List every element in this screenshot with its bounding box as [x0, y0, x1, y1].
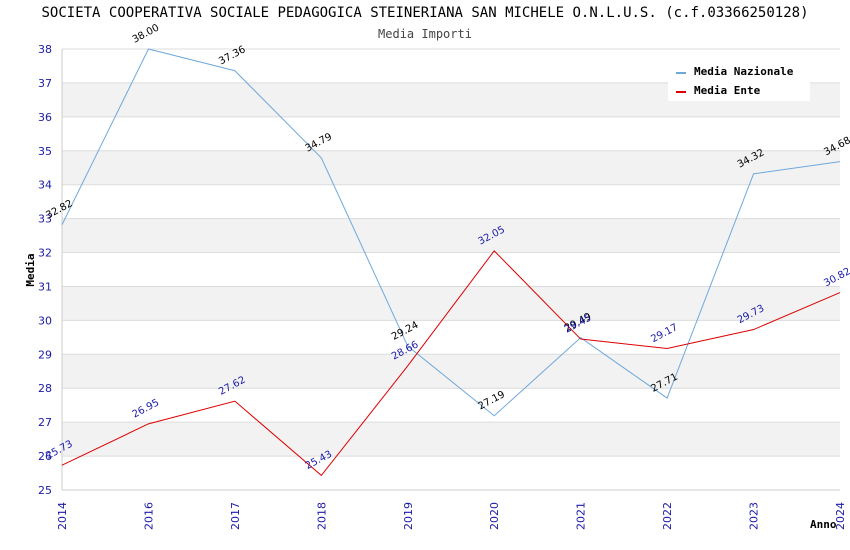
series-lines	[61, 48, 841, 477]
grid-band	[62, 354, 840, 389]
y-tick-label: 36	[38, 111, 52, 124]
x-tick-label: 2018	[315, 502, 328, 530]
data-label: 37.36	[217, 44, 247, 67]
x-tick-label: 2024	[834, 502, 847, 530]
x-tick-label: 2019	[402, 502, 415, 530]
grid-bands	[62, 82, 840, 457]
y-tick-label: 32	[38, 247, 52, 260]
legend: Media Nazionale Media Ente	[668, 60, 810, 101]
grid-band	[62, 286, 840, 321]
x-tick-label: 2020	[488, 502, 501, 530]
x-tick-labels: 2014 2016 2017 2018 2019 2020 2021 2022 2023 2024	[56, 502, 847, 530]
data-label: 26.95	[131, 397, 161, 420]
y-axis-label: Media	[24, 253, 37, 286]
chart-subtitle: Media Importi	[378, 27, 472, 41]
legend-box	[668, 60, 810, 101]
chart-title: SOCIETA COOPERATIVA SOCIALE PEDAGOGICA S…	[41, 5, 809, 21]
y-tick-label: 31	[38, 280, 52, 293]
x-tick-label: 2021	[575, 502, 588, 530]
y-tick-label: 29	[38, 348, 52, 361]
series-line	[61, 250, 841, 477]
x-tick-label: 2014	[56, 502, 69, 530]
grid-band	[62, 218, 840, 253]
x-tick-label: 2022	[661, 502, 674, 530]
data-label: 29.24	[390, 320, 420, 343]
data-label: 38.00	[131, 22, 161, 45]
x-tick-label: 2016	[142, 502, 155, 530]
y-tick-label: 34	[38, 179, 52, 192]
data-label: 29.17	[649, 322, 679, 345]
y-tick-label: 35	[38, 145, 52, 158]
y-tick-labels: 25 26 27 28 29 30 31 32 33 34 35 36 37 38	[38, 43, 52, 497]
y-tick-label: 30	[38, 314, 52, 327]
x-axis-label: Anno	[810, 518, 837, 531]
y-tick-label: 37	[38, 77, 52, 90]
grid-band	[62, 422, 840, 457]
legend-entry: Media Nazionale	[694, 65, 794, 78]
grid-lines	[61, 48, 840, 491]
y-tick-label: 33	[38, 213, 52, 226]
data-label: 25.73	[44, 439, 74, 462]
x-tick-label: 2017	[229, 502, 242, 530]
y-tick-label: 28	[38, 382, 52, 395]
y-tick-label: 27	[38, 416, 52, 429]
x-tick-label: 2023	[748, 502, 761, 530]
series-line	[61, 48, 841, 417]
grid-band	[62, 150, 840, 185]
y-tick-label: 25	[38, 484, 52, 497]
y-tick-label: 26	[38, 450, 52, 463]
y-tick-label: 38	[38, 43, 52, 56]
legend-entry: Media Ente	[694, 84, 761, 97]
data-label: 30.82	[822, 266, 850, 289]
data-label: 32.82	[44, 198, 74, 221]
